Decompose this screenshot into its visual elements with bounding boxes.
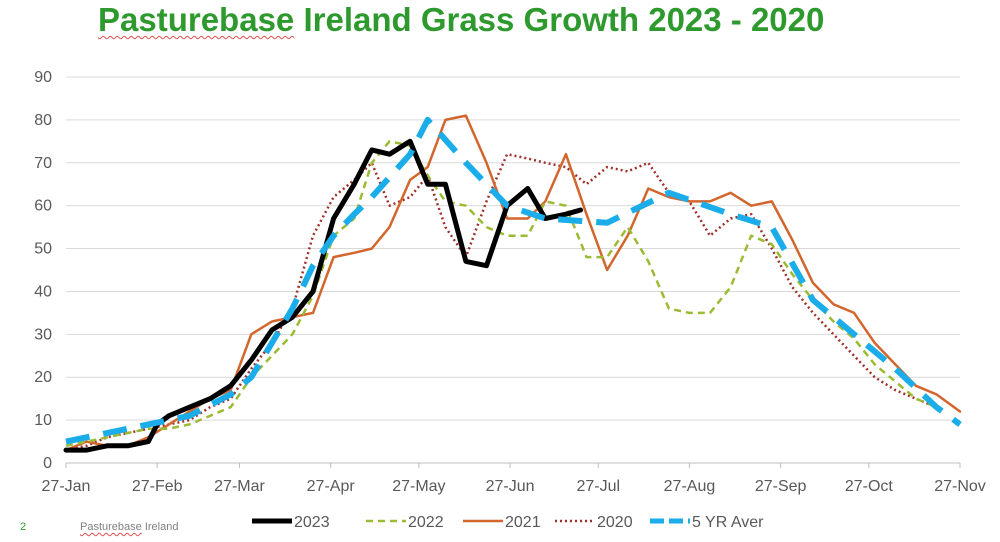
y-axis-ticks: 0 10 20 30 40 50 60 70 80 90 <box>34 69 52 472</box>
legend-label-2020: 2020 <box>597 514 633 531</box>
x-tick-label: 27-Aug <box>664 478 716 495</box>
x-tick-label: 27-Nov <box>934 478 986 495</box>
x-tick-label: 27-Jun <box>486 478 535 495</box>
slide-number: 2 <box>20 521 27 533</box>
y-tick-label: 20 <box>34 369 52 386</box>
title-brand: Pasturebase <box>98 1 295 38</box>
y-tick-label: 70 <box>34 155 52 172</box>
x-tick-label: 27-Jan <box>42 478 91 495</box>
footer-brand: Pasturebase <box>80 521 142 533</box>
x-tick-label: 27-May <box>392 478 445 495</box>
x-tick-label: 27-Jul <box>576 478 620 495</box>
y-tick-label: 50 <box>34 241 52 258</box>
x-tick-label: 27-Feb <box>132 478 183 495</box>
y-tick-label: 10 <box>34 412 52 429</box>
footer-rest: Ireland <box>141 521 179 533</box>
x-tick-label: 27-Sep <box>755 478 807 495</box>
series-line-2022 <box>65 140 937 448</box>
x-tick-label: 27-Apr <box>307 478 356 495</box>
footer-text: Pasturebase Ireland <box>80 521 178 533</box>
title-rest: Ireland Grass Growth 2023 - 2020 <box>294 1 825 38</box>
series-line-2023 <box>63 138 584 453</box>
chart-title: Pasturebase Ireland Grass Growth 2023 - … <box>98 0 824 40</box>
legend-label-2023: 2023 <box>294 514 330 531</box>
y-tick-label: 30 <box>34 326 52 343</box>
y-tick-label: 90 <box>34 69 52 86</box>
legend-label-2022: 2022 <box>408 514 444 531</box>
series-line-2021 <box>64 114 962 452</box>
legend-label-5-yr-aver: 5 YR Aver <box>692 514 764 531</box>
x-tick-label: 27-Oct <box>845 478 894 495</box>
series-lines <box>63 114 962 453</box>
y-tick-label: 0 <box>43 455 52 472</box>
x-axis-ticks: 27-Jan 27-Feb 27-Mar 27-Apr 27-May 27-Jun 27-J… <box>42 463 986 495</box>
legend: 2023 2022 2021 2020 5 YR Aver <box>252 514 764 531</box>
y-tick-label: 40 <box>34 283 52 300</box>
x-tick-label: 27-Mar <box>214 478 265 495</box>
y-tick-label: 60 <box>34 198 52 215</box>
y-tick-label: 80 <box>34 112 52 129</box>
legend-label-2021: 2021 <box>505 514 541 531</box>
gridlines <box>66 76 960 421</box>
series-line-5-yr-aver <box>65 116 962 445</box>
